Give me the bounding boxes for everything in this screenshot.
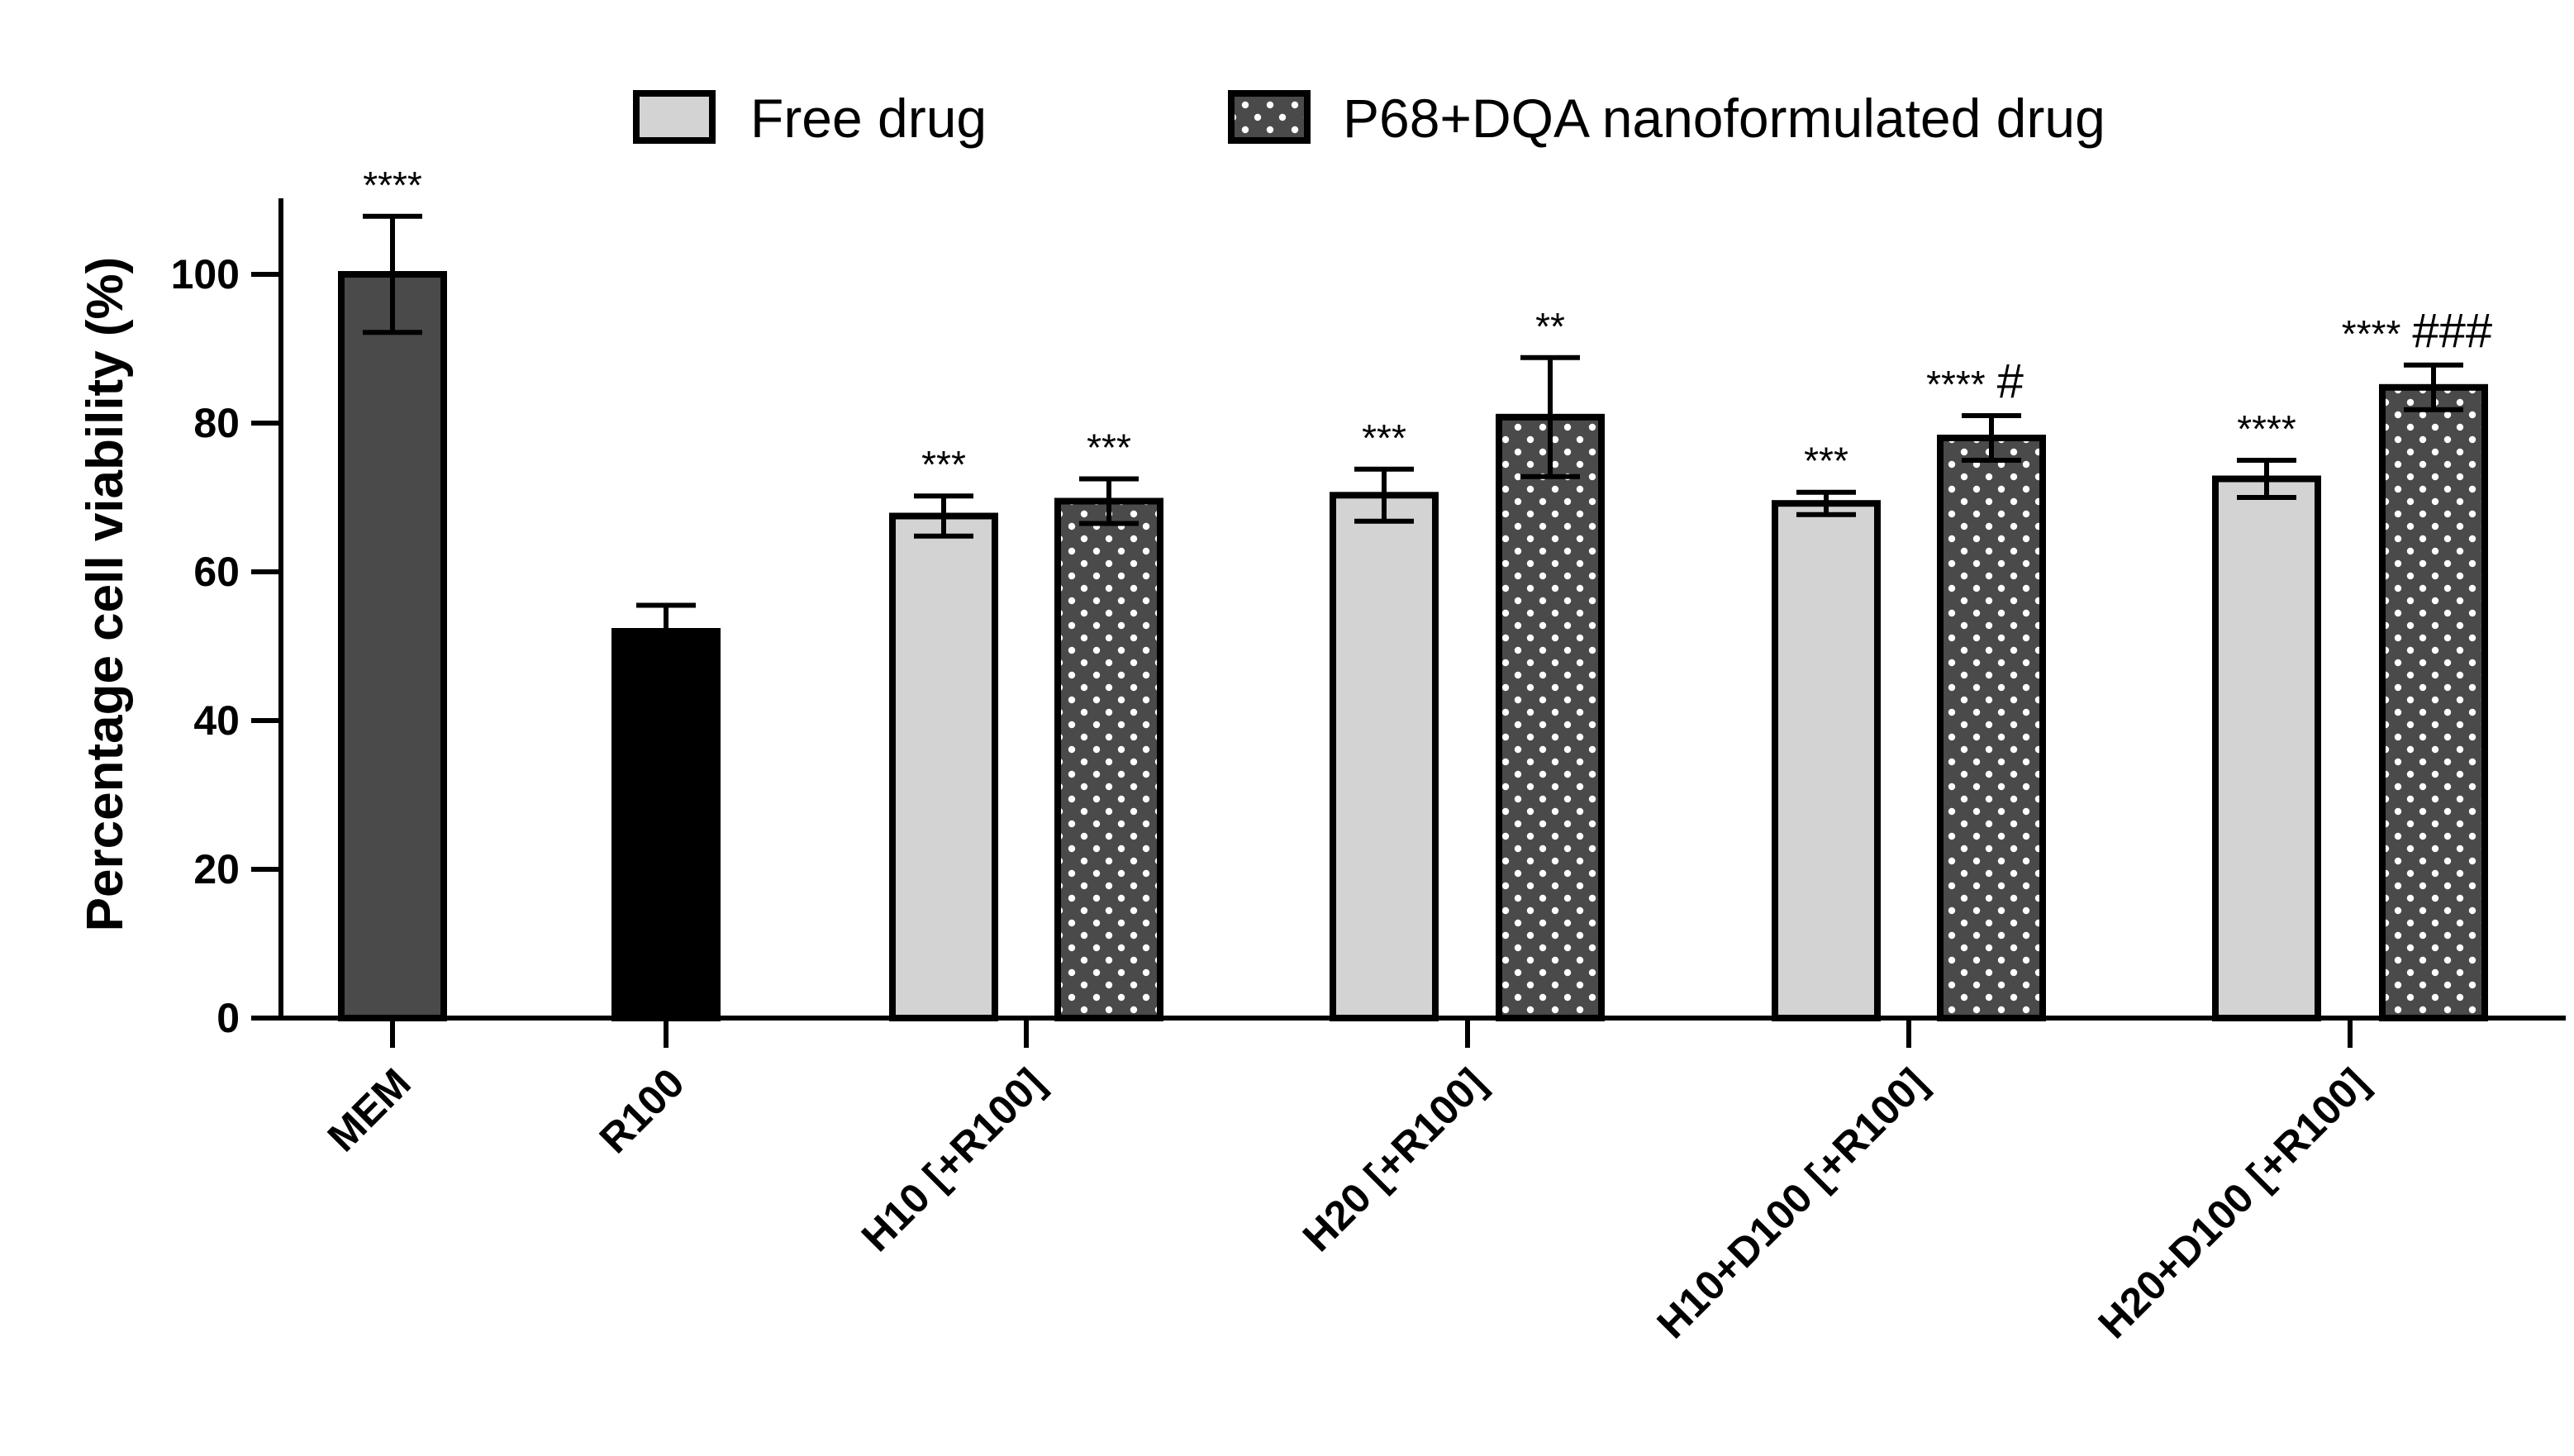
x-tick-label-mem: MEM <box>319 1059 420 1160</box>
legend-swatch-nanoformulated <box>1228 90 1311 144</box>
x-tick-label-h20-r100: H20 [+R100] <box>1294 1059 1495 1260</box>
y-tick-label-60: 60 <box>193 549 240 595</box>
significance-label-h10-r100-free: *** <box>921 443 966 486</box>
bar-h20-d100-r100-nano <box>2379 383 2488 1021</box>
x-tick-label-h20-d100-r100: H20+D100 [+R100] <box>2090 1059 2377 1347</box>
bar-r100-control-black <box>611 628 721 1021</box>
significance-label-h20-r100-free: *** <box>1362 416 1406 459</box>
y-axis-label: Percentage cell viability (%) <box>77 257 134 932</box>
bar-h20-r100-free <box>1330 492 1439 1021</box>
significance-label-h10-d100-r100-free: *** <box>1804 440 1848 483</box>
significance-label-h20-r100-nano: ** <box>1535 305 1565 348</box>
significance-label-mem-control-dark: **** <box>363 164 422 207</box>
legend-label-free-drug: Free drug <box>750 88 987 149</box>
x-tick-label-h10-r100: H10 [+R100] <box>853 1059 1054 1260</box>
significance-label-h10-r100-nano: *** <box>1087 426 1131 469</box>
significance-label-h20-d100-r100-free: **** <box>2237 407 2296 450</box>
bar-mem-control-dark <box>338 271 447 1021</box>
y-tick-label-40: 40 <box>193 697 240 744</box>
bar-h10-d100-r100-nano <box>1937 435 2046 1021</box>
y-tick-label-20: 20 <box>193 846 240 892</box>
bar-h20-r100-nano <box>1496 413 1605 1021</box>
bars-layer: ******* *** ************ #******** ### <box>338 164 2492 1021</box>
y-tick-label-80: 80 <box>193 400 240 446</box>
bar-h20-d100-r100-free <box>2212 475 2321 1021</box>
y-tick-label-0: 0 <box>216 995 240 1041</box>
legend: Free drug P68+DQA nanoformulated drug <box>633 88 2105 149</box>
legend-swatch-free-drug <box>633 90 716 144</box>
significance-label-h10-d100-r100-nano: **** # <box>1926 354 2024 408</box>
x-tick-label-h10-d100-r100: H10+D100 [+R100] <box>1649 1059 1936 1347</box>
x-tick-label-r100: R100 <box>591 1059 693 1162</box>
y-tick-label-100: 100 <box>171 251 240 297</box>
bar-h10-d100-r100-free <box>1772 500 1881 1021</box>
bar-h10-r100-nano <box>1054 497 1163 1021</box>
legend-label-nanoformulated: P68+DQA nanoformulated drug <box>1343 88 2105 149</box>
bar-h10-r100-free <box>889 512 998 1021</box>
significance-label-h20-d100-r100-nano: **** ### <box>2342 304 2492 358</box>
